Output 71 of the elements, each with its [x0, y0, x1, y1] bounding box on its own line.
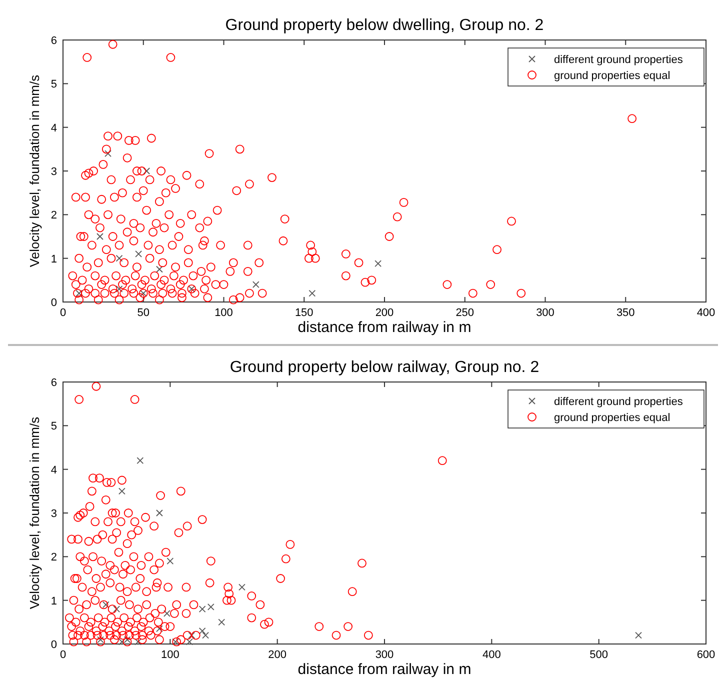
- y-tick-label: 0: [50, 297, 57, 309]
- x-tick-label: 500: [590, 649, 608, 661]
- point: [96, 233, 104, 240]
- point: [172, 638, 179, 646]
- legend-label: different ground properties: [554, 396, 684, 408]
- point: [118, 488, 126, 495]
- point: [198, 606, 206, 613]
- y-tick-label: 6: [50, 377, 57, 389]
- x-tick-label: 300: [536, 307, 554, 319]
- point: [156, 266, 163, 273]
- x-tick-label: 350: [616, 307, 635, 319]
- x-tick-label: 400: [696, 307, 716, 319]
- point: [97, 636, 104, 644]
- point: [635, 632, 642, 639]
- point: [308, 290, 316, 297]
- legend-label: different ground properties: [554, 54, 684, 66]
- point: [252, 281, 260, 288]
- x-tick-label: 600: [696, 649, 716, 661]
- point: [202, 632, 209, 639]
- x-tick-label: 100: [214, 307, 233, 319]
- point: [136, 457, 144, 464]
- x-tick-label: 200: [375, 307, 394, 319]
- point: [188, 632, 196, 639]
- point: [198, 627, 206, 634]
- x-tick-label: 400: [482, 649, 501, 661]
- x-axis-title: distance from railway in m: [298, 319, 472, 336]
- point: [156, 510, 163, 516]
- point: [104, 150, 112, 157]
- point: [218, 618, 226, 626]
- y-axis-title: Velocity level, foundation in mm/s: [27, 74, 42, 268]
- legend-label: ground properties equal: [554, 412, 670, 424]
- y-tick-label: 3: [50, 508, 57, 520]
- y-tick-label: 5: [50, 78, 57, 91]
- point: [76, 290, 83, 297]
- point: [166, 558, 174, 564]
- point: [238, 584, 246, 591]
- x-tick-label: 0: [60, 307, 66, 319]
- x-tick-label: 300: [375, 649, 394, 661]
- x-tick-label: 250: [456, 307, 474, 319]
- x-tick-label: 0: [60, 649, 66, 661]
- point: [374, 260, 382, 268]
- y-tick-label: 2: [50, 210, 57, 222]
- y-tick-label: 4: [50, 464, 57, 476]
- chart-title: Ground property below dwelling, Group no. 2: [225, 17, 544, 34]
- point: [113, 606, 120, 613]
- point: [135, 250, 142, 258]
- x-tick-label: 200: [268, 649, 287, 661]
- point: [143, 168, 150, 174]
- x-axis-title: distance from railway in m: [298, 661, 472, 678]
- point: [134, 638, 142, 646]
- point: [116, 254, 123, 262]
- y-tick-label: 3: [50, 166, 57, 178]
- y-tick-label: 6: [50, 35, 57, 47]
- y-tick-label: 1: [50, 595, 57, 608]
- x-tick-label: 100: [160, 649, 180, 661]
- y-tick-label: 0: [50, 639, 57, 651]
- point: [116, 285, 123, 292]
- point: [156, 625, 163, 632]
- y-tick-label: 2: [50, 552, 57, 564]
- point: [164, 610, 170, 617]
- point: [186, 638, 193, 646]
- x-tick-label: 50: [137, 307, 150, 319]
- chart-title: Ground property below railway, Group no. 2: [230, 359, 540, 376]
- point: [102, 601, 110, 608]
- point: [207, 603, 214, 610]
- y-tick-label: 1: [50, 253, 57, 266]
- y-tick-label: 4: [50, 122, 57, 134]
- y-axis-title: Velocity level, foundation in mm/s: [27, 416, 42, 610]
- x-tick-label: 150: [294, 307, 314, 319]
- y-tick-label: 5: [50, 420, 57, 433]
- legend-label: ground properties equal: [554, 70, 670, 82]
